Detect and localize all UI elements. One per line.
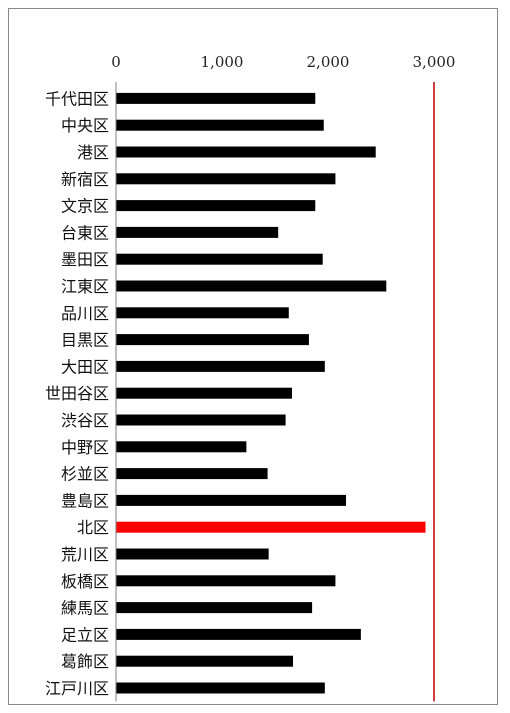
x-tick-label: 2,000: [307, 53, 350, 71]
chart-frame: 0 1,000 2,000 3,000 千代田区中央区港区新宿区文京区台東区墨田区江東区…: [8, 8, 498, 705]
category-label: 中央区: [61, 116, 109, 135]
bar: [116, 628, 361, 640]
x-tick-label: 3,000: [413, 53, 456, 71]
bar: [116, 548, 269, 560]
bar: [116, 468, 268, 480]
category-label: 台東区: [61, 223, 109, 242]
bar: [116, 307, 289, 319]
category-label: 新宿区: [61, 170, 109, 189]
x-tick-label: 0: [111, 53, 121, 71]
category-label: 品川区: [61, 304, 109, 323]
category-label: 練馬区: [61, 599, 109, 618]
bar: [116, 682, 325, 694]
bar: [116, 146, 376, 158]
category-label: 港区: [77, 143, 109, 162]
category-label: 板橋区: [61, 572, 109, 591]
bar: [116, 602, 313, 614]
category-label: 豊島区: [61, 491, 109, 510]
category-label: 葛飾区: [61, 652, 109, 671]
category-label: 北区: [77, 518, 109, 537]
bar: [116, 200, 316, 212]
bar: [116, 253, 323, 265]
bar-chart: 0 1,000 2,000 3,000 千代田区中央区港区新宿区文京区台東区墨田区江東区…: [45, 53, 456, 702]
bar: [116, 575, 336, 587]
bar: [116, 334, 309, 346]
category-label: 足立区: [61, 625, 109, 644]
bar: [116, 387, 292, 399]
bar: [116, 226, 279, 238]
bar: [116, 441, 247, 453]
bar: [116, 360, 325, 372]
category-label: 中野区: [61, 438, 109, 457]
x-tick-label: 1,000: [201, 53, 244, 71]
bar: [116, 655, 294, 667]
category-label: 江東区: [61, 277, 109, 296]
bar: [116, 173, 336, 185]
bar: [116, 92, 316, 104]
bar: [116, 280, 387, 292]
category-label: 大田区: [61, 357, 109, 376]
bar-highlight: [116, 521, 426, 533]
category-label: 江戸川区: [45, 679, 109, 698]
category-label: 文京区: [61, 197, 109, 216]
category-label: 千代田区: [45, 89, 109, 108]
category-label: 目黒区: [61, 331, 109, 350]
category-label: 墨田区: [61, 250, 109, 269]
category-label: 渋谷区: [61, 411, 109, 430]
category-label: 世田谷区: [45, 384, 109, 403]
category-label: 荒川区: [61, 545, 109, 564]
bar: [116, 494, 347, 506]
bar: [116, 119, 324, 131]
category-label: 杉並区: [61, 465, 109, 484]
bar: [116, 414, 286, 426]
